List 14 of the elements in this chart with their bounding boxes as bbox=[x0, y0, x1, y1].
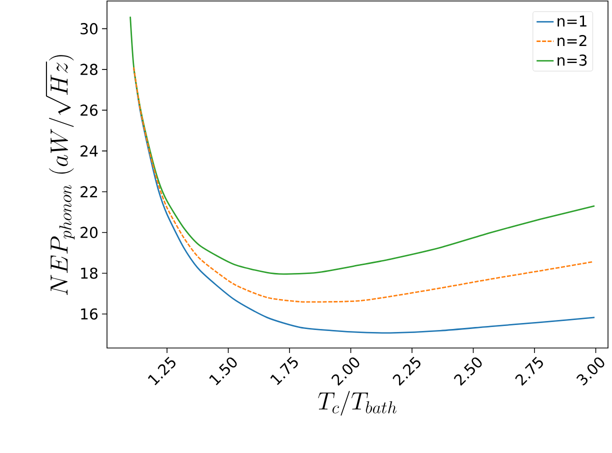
y-tick-label: 22 bbox=[80, 186, 98, 198]
y-tick-label: 20 bbox=[80, 226, 98, 238]
legend-label: n=2 bbox=[558, 34, 586, 46]
y-tick-label: 24 bbox=[80, 145, 98, 157]
y-tick-label: 28 bbox=[80, 64, 98, 76]
y-tick-label: 26 bbox=[80, 104, 98, 116]
y-axis-title: $NEP_{phonon}\ (aW/\sqrt{Hz})$ bbox=[46, 55, 75, 296]
x-axis-title: $T_c/T_{bath}$ bbox=[318, 390, 396, 416]
y-tick-label: 16 bbox=[81, 308, 98, 320]
y-tick-label: 18 bbox=[81, 268, 98, 279]
legend-label: n=1 bbox=[558, 16, 586, 26]
legend-label: n=3 bbox=[558, 54, 587, 66]
line-series bbox=[130, 16, 596, 275]
y-tick-label: 30 bbox=[80, 23, 98, 34]
